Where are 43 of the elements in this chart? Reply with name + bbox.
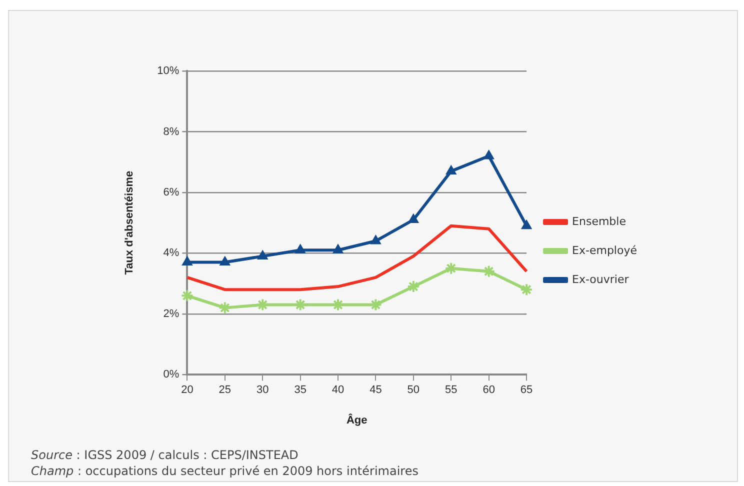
point [446,165,456,174]
point [256,298,270,312]
y-tick-label: 4% [163,247,180,260]
point [406,280,420,294]
x-tick-label: 40 [332,384,344,396]
point [180,289,194,302]
y-tick-label: 2% [163,308,180,320]
point [218,301,232,314]
legend-label: Ensemble [572,214,626,228]
point [294,298,307,312]
point [484,150,494,160]
x-tick-label: 35 [294,384,306,396]
y-axis-title: Taux d'absentéisme [124,170,136,275]
point [408,214,419,224]
x-tick-label: 30 [256,384,269,396]
x-tick-label: 25 [218,384,232,396]
source-note: Source : IGSS 2009 / calculs : CEPS/INSTEAD [31,447,300,463]
y-tick-label: 6% [163,186,180,198]
point [295,244,306,254]
point [369,298,382,312]
x-tick-label: 65 [520,384,533,396]
point [332,244,344,254]
point [370,235,381,244]
y-tick-label: 10% [157,65,180,78]
x-axis-title: Âge [346,413,368,426]
point [482,264,496,278]
point [220,256,230,266]
point [257,250,268,260]
point [332,298,345,312]
y-tick-label: 8% [163,126,180,138]
x-tick-label: 55 [445,384,458,396]
x-tick-label: 60 [482,384,495,396]
text: Champ : occupations du secteur privé en 2009 hors intérimaires [31,463,418,479]
point [444,262,458,275]
point [182,256,192,266]
point [521,220,532,230]
legend-label: Ex-employé [572,244,638,257]
x-tick-label: 20 [181,384,194,396]
point [520,283,534,296]
y-tick-label: 0% [163,368,180,381]
x-tick-label: 50 [407,384,420,396]
legend-label: Ex-ouvrier [572,272,630,286]
x-tick-label: 45 [370,384,382,396]
